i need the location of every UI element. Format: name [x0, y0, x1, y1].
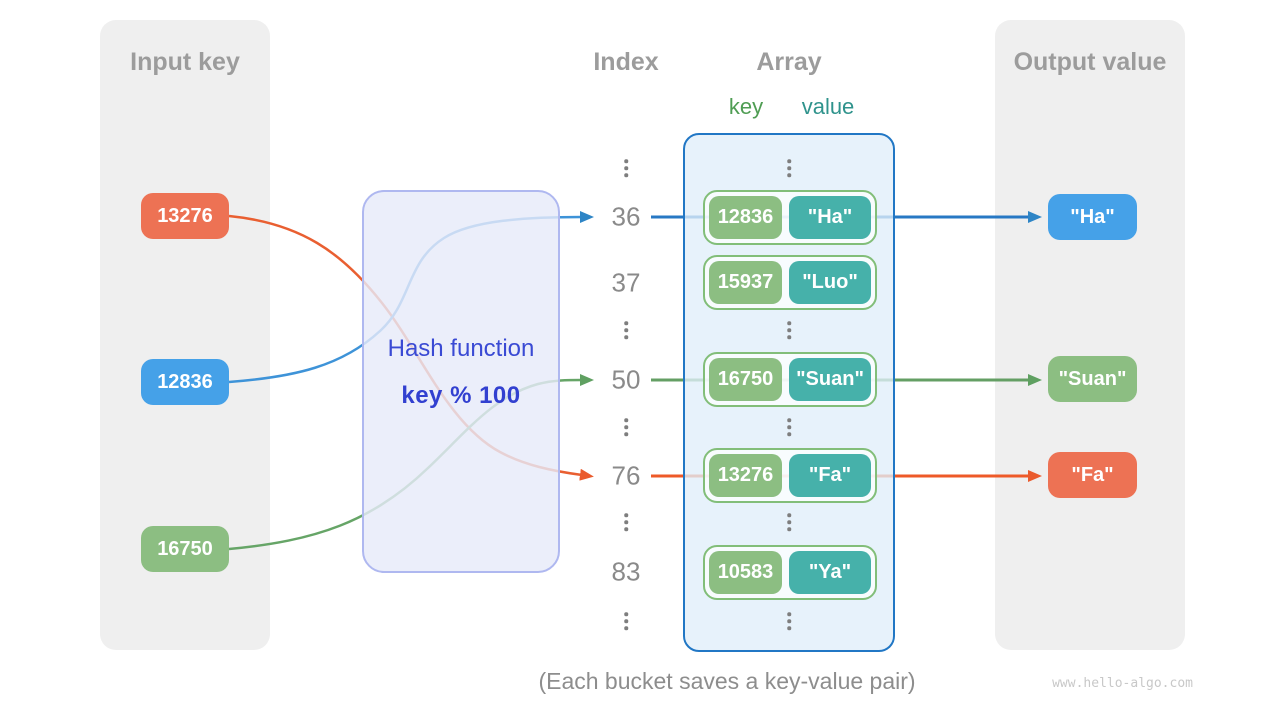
array-key-label: key	[728, 94, 764, 119]
bucket-value: "Suan"	[789, 358, 871, 401]
site-watermark: www.hello-algo.com	[1052, 676, 1193, 691]
array-ellipsis-icon	[787, 321, 791, 339]
array-ellipsis-icon	[787, 513, 791, 531]
array-column-title: Array	[756, 48, 822, 76]
index-ellipsis-icon	[624, 513, 628, 531]
bucket-key: 13276	[709, 454, 782, 497]
index-column-title: Index	[593, 48, 659, 76]
bucket-index-36: 12836 "Ha"	[703, 190, 877, 245]
array-ellipsis-icon	[787, 612, 791, 630]
bucket-value: "Ha"	[789, 196, 871, 239]
output-value-panel: Output value	[995, 20, 1185, 650]
bucket-key: 10583	[709, 551, 782, 594]
bucket-value: "Ya"	[789, 551, 871, 594]
array-ellipsis-icon	[787, 159, 791, 177]
array-ellipsis-icon	[787, 418, 791, 436]
output-value-suan: "Suan"	[1048, 356, 1137, 402]
diagram-caption: (Each bucket saves a key-value pair)	[538, 668, 916, 694]
input-key-title: Input key	[130, 48, 240, 76]
input-key-13276: 13276	[141, 193, 229, 239]
hash-function-label: Hash function	[387, 335, 535, 362]
index-ellipsis-icon	[624, 418, 628, 436]
index-ellipsis-icon	[624, 612, 628, 630]
bucket-value: "Luo"	[789, 261, 871, 304]
index-36: 36	[611, 201, 641, 232]
index-ellipsis-icon	[624, 159, 628, 177]
bucket-value: "Fa"	[789, 454, 871, 497]
output-value-title: Output value	[1013, 48, 1167, 76]
bucket-index-83: 10583 "Ya"	[703, 545, 877, 600]
index-50: 50	[611, 364, 641, 395]
index-83: 83	[611, 556, 641, 587]
bucket-index-50: 16750 "Suan"	[703, 352, 877, 407]
output-value-fa: "Fa"	[1048, 452, 1137, 498]
output-value-ha: "Ha"	[1048, 194, 1137, 240]
input-key-12836: 12836	[141, 359, 229, 405]
index-ellipsis-icon	[624, 321, 628, 339]
bucket-key: 16750	[709, 358, 782, 401]
index-37: 37	[611, 267, 641, 298]
input-key-16750: 16750	[141, 526, 229, 572]
bucket-index-37: 15937 "Luo"	[703, 255, 877, 310]
bucket-key: 12836	[709, 196, 782, 239]
hash-function-box: Hash function key % 100	[362, 190, 560, 573]
index-76: 76	[611, 460, 641, 491]
bucket-key: 15937	[709, 261, 782, 304]
bucket-index-76: 13276 "Fa"	[703, 448, 877, 503]
array-value-label: value	[801, 94, 855, 119]
hash-function-formula: key % 100	[401, 382, 521, 409]
